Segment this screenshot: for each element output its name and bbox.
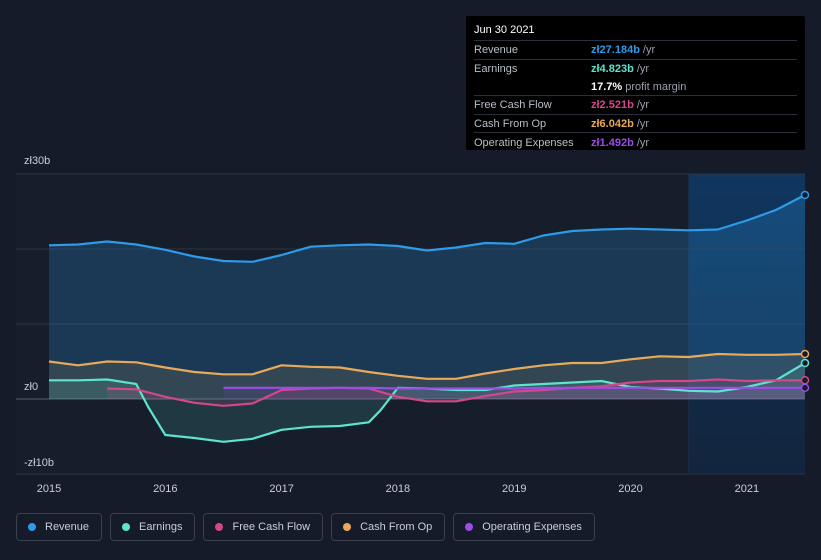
tooltip-unit: /yr (636, 118, 650, 131)
x-tick-label: 2021 (735, 483, 759, 495)
tooltip-row-revenue: Revenue zł27.184b /yr (474, 40, 797, 59)
legend: Revenue Earnings Free Cash Flow Cash Fro… (16, 513, 595, 541)
tooltip-value: zł2.521b (591, 99, 634, 112)
x-tick-label: 2017 (269, 483, 293, 495)
x-tick-label: 2019 (502, 483, 526, 495)
legend-item-free-cash-flow[interactable]: Free Cash Flow (203, 513, 324, 541)
profit-margin-label: profit margin (625, 80, 687, 93)
tooltip-row-earnings: Earnings zł4.823b /yr (474, 58, 797, 78)
area-operating-expenses (223, 387, 805, 399)
tooltip-date: Jun 30 2021 (474, 24, 535, 36)
line-operating-expenses (223, 386, 805, 390)
tooltip-unit: /yr (642, 44, 656, 57)
y-tick-label: zł0 (24, 381, 38, 393)
tooltip-value: zł6.042b (591, 118, 634, 131)
area-earnings (49, 363, 805, 442)
marker-revenue (800, 190, 810, 200)
marker-cash-from-op (800, 349, 810, 359)
tooltip-value: zł27.184b (591, 44, 640, 57)
legend-label: Cash From Op (360, 521, 433, 533)
tooltip-value: zł4.823b (591, 63, 634, 76)
x-tick-label: 2018 (386, 483, 410, 495)
marker-free-cash-flow (800, 376, 810, 385)
legend-dot-icon (122, 523, 131, 531)
x-tick-label: 2016 (153, 483, 177, 495)
legend-item-cash-from-op[interactable]: Cash From Op (331, 513, 446, 541)
y-tick-label: zł30b (24, 155, 50, 167)
tooltip-label: Earnings (474, 63, 518, 76)
tooltip-value: zł1.492b (591, 136, 634, 149)
tooltip-row-fcf: Free Cash Flow zł2.521b /yr (474, 95, 797, 114)
x-tick-label: 2020 (618, 483, 642, 495)
tooltip-unit: /yr (636, 99, 650, 112)
marker-operating-expenses (800, 383, 810, 392)
legend-item-revenue[interactable]: Revenue (16, 513, 103, 541)
line-revenue (48, 194, 806, 263)
legend-dot-icon (343, 523, 352, 531)
tooltip-label: Operating Expenses (474, 136, 574, 149)
tooltip-unit: /yr (636, 63, 650, 76)
tooltip-label: Free Cash Flow (474, 99, 552, 112)
x-tick-label: 2015 (37, 483, 61, 495)
legend-item-earnings[interactable]: Earnings (110, 513, 196, 541)
legend-label: Free Cash Flow (232, 521, 311, 533)
tooltip-label: Cash From Op (474, 118, 547, 131)
legend-item-operating-expenses[interactable]: Operating Expenses (453, 513, 595, 541)
tooltip-label: Revenue (474, 44, 519, 57)
legend-label: Operating Expenses (482, 521, 582, 533)
line-free-cash-flow (107, 378, 805, 407)
profit-margin-value: 17.7% (591, 80, 623, 93)
tooltip: Jun 30 2021 Revenue zł27.184b /yr Earnin… (466, 16, 805, 150)
tooltip-row-cfo: Cash From Op zł6.042b /yr (474, 113, 797, 133)
y-tick-label: -zł10b (24, 457, 54, 469)
legend-label: Revenue (45, 521, 90, 533)
legend-dot-icon (28, 523, 36, 531)
area-revenue (49, 195, 805, 399)
tooltip-unit: /yr (636, 136, 650, 149)
legend-dot-icon (465, 523, 474, 531)
chart: zł30b zł0 -zł10b 2015 2016 2017 2018 2019 2020 20… (16, 155, 810, 495)
tooltip-row-opex: Operating Expenses zł1.492b /yr (474, 132, 797, 151)
marker-earnings (800, 358, 810, 368)
legend-dot-icon (215, 523, 224, 531)
tooltip-row-margin: 17.7% profit margin (474, 77, 797, 95)
legend-label: Earnings (139, 521, 183, 533)
line-cash-from-op (48, 352, 806, 380)
